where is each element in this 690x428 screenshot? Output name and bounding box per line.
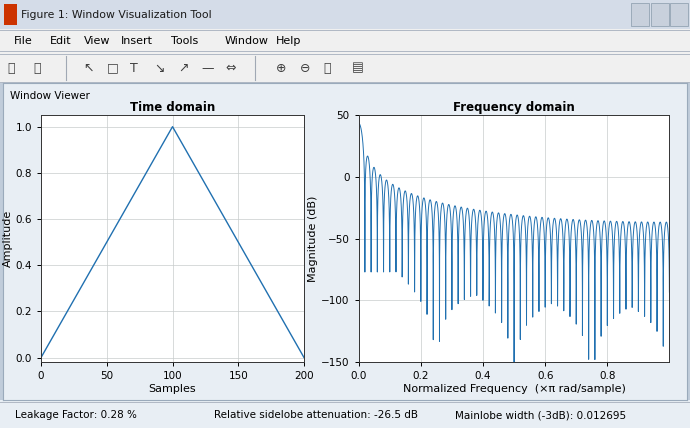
Text: Tools: Tools	[171, 36, 198, 46]
Text: ▤: ▤	[352, 62, 364, 74]
Text: Window Viewer: Window Viewer	[10, 92, 90, 101]
Text: ⇔: ⇔	[226, 62, 236, 74]
Text: Leakage Factor: 0.28 %: Leakage Factor: 0.28 %	[15, 410, 137, 420]
Text: ⧉: ⧉	[33, 62, 41, 74]
Text: —: —	[635, 9, 645, 20]
Text: ⊕: ⊕	[276, 62, 286, 74]
Text: Edit: Edit	[50, 36, 71, 46]
X-axis label: Normalized Frequency  (×π rad/sample): Normalized Frequency (×π rad/sample)	[403, 384, 626, 394]
Bar	[631, 3, 649, 26]
Text: ↖: ↖	[83, 62, 93, 74]
Text: Mainlobe width (-3dB): 0.012695: Mainlobe width (-3dB): 0.012695	[455, 410, 627, 420]
Text: Relative sidelobe attenuation: -26.5 dB: Relative sidelobe attenuation: -26.5 dB	[214, 410, 418, 420]
Text: View: View	[84, 36, 110, 46]
Text: □: □	[107, 62, 119, 74]
Text: File: File	[14, 36, 32, 46]
Text: Insert: Insert	[121, 36, 152, 46]
Text: ⛶: ⛶	[323, 62, 331, 74]
Text: □: □	[655, 9, 664, 20]
Bar	[670, 3, 688, 26]
Y-axis label: Magnitude (dB): Magnitude (dB)	[308, 196, 318, 282]
Text: ⎙: ⎙	[7, 62, 14, 74]
X-axis label: Samples: Samples	[149, 384, 197, 394]
Text: Help: Help	[276, 36, 302, 46]
Text: Figure 1: Window Visualization Tool: Figure 1: Window Visualization Tool	[21, 9, 211, 20]
Bar	[4, 4, 17, 25]
Bar	[651, 3, 669, 26]
Text: Window: Window	[224, 36, 268, 46]
Text: ×: ×	[675, 9, 683, 20]
Title: Frequency domain: Frequency domain	[453, 101, 575, 114]
Text: T: T	[130, 62, 138, 74]
Text: —: —	[201, 62, 214, 74]
Y-axis label: Amplitude: Amplitude	[3, 210, 12, 267]
Text: ⊖: ⊖	[299, 62, 310, 74]
Title: Time domain: Time domain	[130, 101, 215, 114]
Text: ↗: ↗	[178, 62, 188, 74]
Text: ↘: ↘	[154, 62, 164, 74]
